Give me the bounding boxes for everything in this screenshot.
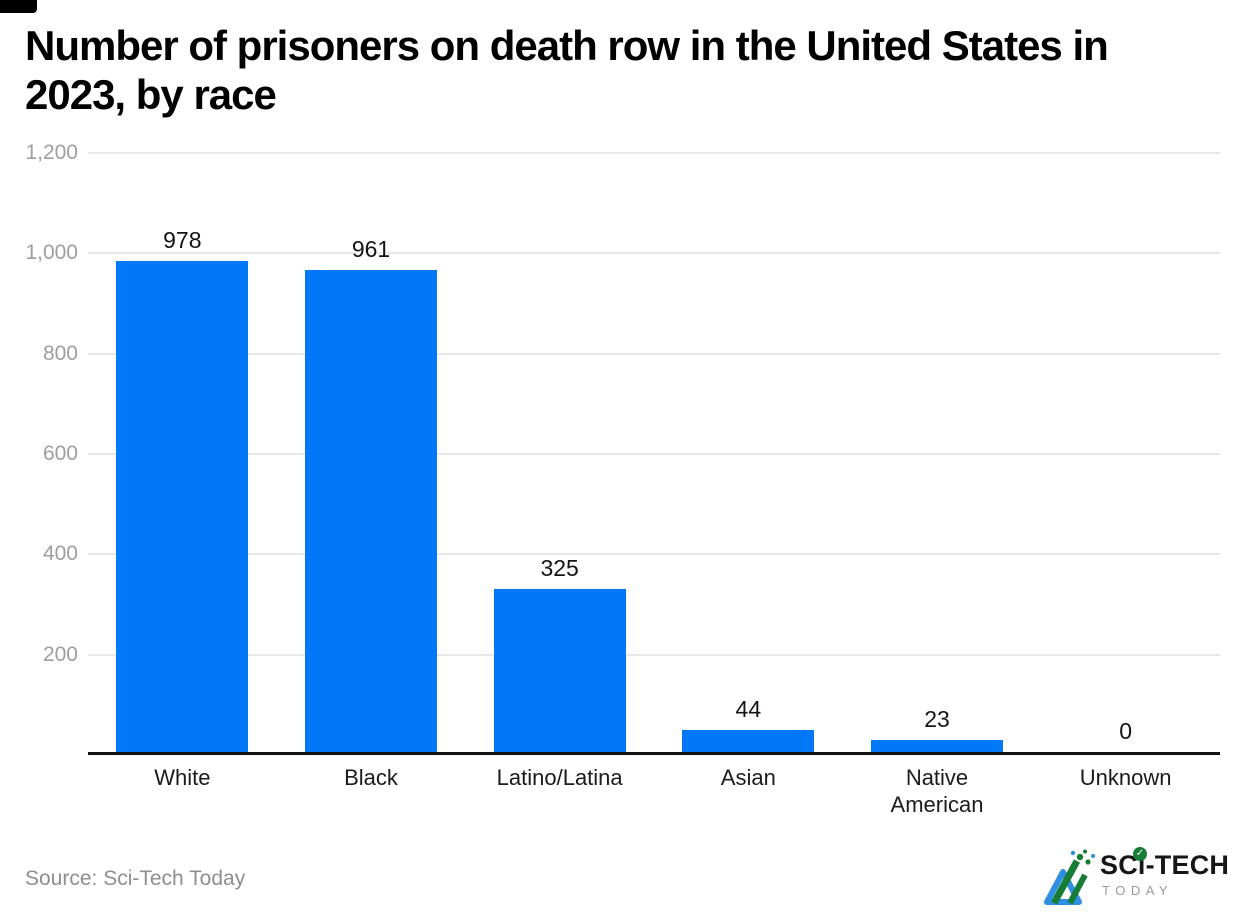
x-axis-label: Native American: [890, 765, 984, 817]
y-axis-tick-label: 1,000: [25, 241, 78, 265]
bar-value-label: 0: [1119, 718, 1133, 744]
bar-value-label: 961: [351, 236, 391, 262]
y-axis-tick-label: 400: [42, 542, 78, 566]
gridline: [88, 653, 1220, 656]
gridline: [88, 152, 1220, 154]
y-axis-tick-label: 1,200: [25, 141, 78, 164]
chart-title: Number of prisoners on death row in the …: [25, 21, 1215, 119]
x-axis-label: Asian: [720, 765, 776, 790]
x-axis-label: White: [154, 765, 211, 790]
bar: [305, 270, 437, 752]
gridline: [88, 453, 1220, 455]
bar-value-label: 978: [163, 227, 202, 253]
x-axis-label: Black: [344, 765, 398, 790]
scitech-logo-mark: [1044, 849, 1095, 905]
bar-value-label: 44: [735, 696, 762, 722]
x-axis-label: Unknown: [1079, 765, 1172, 790]
gridline: [88, 553, 1220, 556]
scitech-logo-name: SCi-TECH: [1100, 850, 1230, 880]
y-axis-tick-label: 200: [42, 642, 78, 666]
plot-area: 978 961 325 44 23 0: [88, 152, 1220, 755]
chart-title-line2: 2023, by race: [25, 71, 277, 118]
check-icon: ✓: [1133, 847, 1147, 861]
scitech-logo-text: SCi-TECH ✓: [1100, 847, 1230, 881]
y-axis: 200 400 600 800 1,000 1,200: [0, 141, 78, 755]
gridline: [88, 252, 1220, 255]
x-axis-label: Latino/Latina: [496, 765, 623, 790]
y-axis-tick-label: 800: [42, 341, 78, 365]
corner-mark: [0, 0, 37, 13]
x-axis-labels: White Black Latino/Latina Asian Native Ameri…: [88, 764, 1220, 824]
scitech-logo-tagline: TODAY: [1102, 883, 1174, 898]
x-axis-line: [88, 752, 1220, 755]
y-axis-tick-label: 600: [42, 442, 78, 465]
bar: [493, 589, 626, 752]
scitech-logo: SCi-TECH ✓ TODAY: [1040, 847, 1230, 907]
bar: [682, 730, 815, 752]
bar: [116, 261, 249, 752]
gridline: [88, 352, 1220, 355]
source-text: Source: Sci-Tech Today: [25, 867, 246, 890]
bar: [871, 740, 1003, 752]
bar-value-label: 325: [540, 555, 579, 581]
chart-title-line1: Number of prisoners on death row in the …: [25, 22, 1109, 69]
bar-value-label: 23: [924, 706, 950, 732]
